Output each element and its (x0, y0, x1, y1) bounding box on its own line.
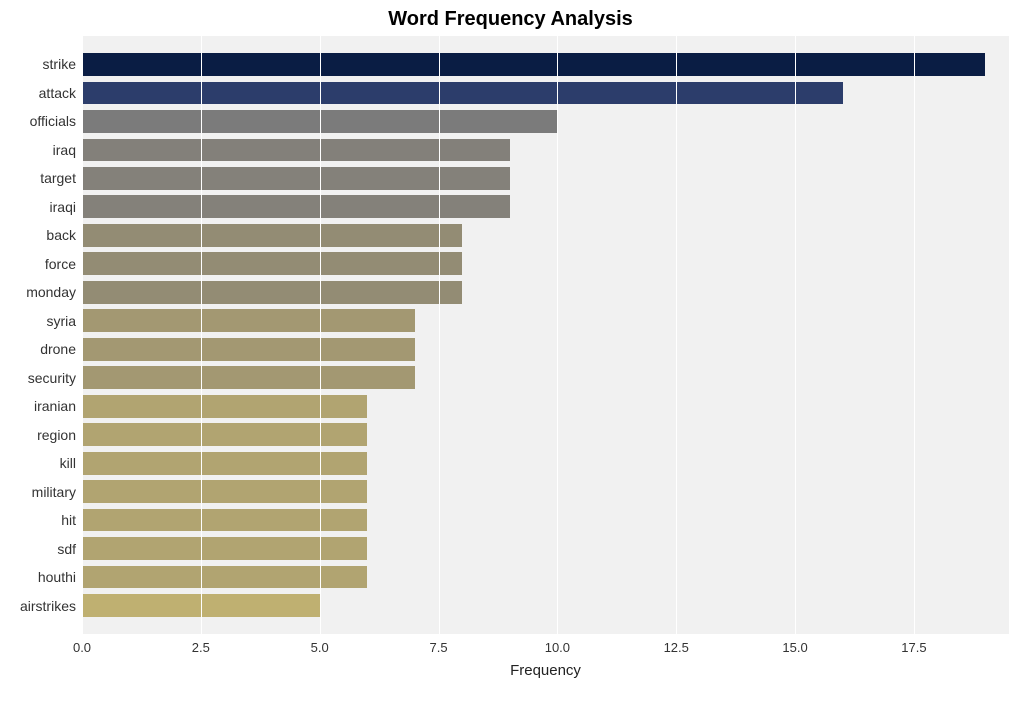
bar-row: iraqi (82, 193, 1009, 221)
y-category-label: back (46, 227, 82, 243)
y-category-label: military (32, 484, 82, 500)
y-category-label: region (37, 427, 82, 443)
bar-row: monday (82, 278, 1009, 306)
bar (82, 309, 415, 332)
gridline (439, 36, 440, 634)
bar-row: syria (82, 307, 1009, 335)
gridline (795, 36, 796, 634)
bar-row: security (82, 363, 1009, 391)
bar (82, 423, 367, 446)
x-tick-label: 7.5 (429, 634, 447, 655)
y-category-label: force (45, 256, 82, 272)
chart-title: Word Frequency Analysis (0, 8, 1021, 31)
x-tick-label: 17.5 (901, 634, 926, 655)
bar-row: kill (82, 449, 1009, 477)
gridline (557, 36, 558, 634)
bar-row: region (82, 420, 1009, 448)
bar (82, 509, 367, 532)
y-category-label: syria (46, 313, 82, 329)
bar (82, 195, 510, 218)
gridline (82, 36, 83, 634)
y-category-label: drone (40, 341, 82, 357)
bar-row: strike (82, 50, 1009, 78)
bar-row: attack (82, 79, 1009, 107)
bar-row: houthi (82, 563, 1009, 591)
x-tick-label: 12.5 (664, 634, 689, 655)
x-axis-label: Frequency (510, 662, 581, 679)
bar-row: military (82, 477, 1009, 505)
row-stripe-pad (82, 620, 1009, 634)
bar-row: airstrikes (82, 591, 1009, 619)
x-tick-label: 0.0 (73, 634, 91, 655)
bar-row: drone (82, 335, 1009, 363)
x-tick-label: 10.0 (545, 634, 570, 655)
bar (82, 480, 367, 503)
row-stripe (82, 620, 1009, 634)
bar-row: target (82, 164, 1009, 192)
bar (82, 53, 985, 76)
word-frequency-chart: Word Frequency Analysis strikeattackoffi… (0, 0, 1021, 701)
y-category-label: monday (26, 284, 82, 300)
gridline (201, 36, 202, 634)
bar (82, 452, 367, 475)
bar (82, 281, 462, 304)
row-stripe (82, 36, 1009, 50)
bar-row: iraq (82, 136, 1009, 164)
bar (82, 167, 510, 190)
bar-row: officials (82, 107, 1009, 135)
bar-row: force (82, 250, 1009, 278)
y-category-label: airstrikes (20, 598, 82, 614)
bar (82, 338, 415, 361)
bar (82, 537, 367, 560)
bar-row: back (82, 221, 1009, 249)
y-category-label: target (40, 170, 82, 186)
y-category-label: iraq (53, 142, 82, 158)
y-category-label: kill (60, 455, 82, 471)
y-category-label: attack (39, 85, 82, 101)
x-tick-label: 5.0 (311, 634, 329, 655)
bar-row: sdf (82, 534, 1009, 562)
bar (82, 395, 367, 418)
gridline (914, 36, 915, 634)
bar (82, 366, 415, 389)
gridline (320, 36, 321, 634)
bar (82, 252, 462, 275)
y-category-label: iranian (34, 398, 82, 414)
plot-area: strikeattackofficialsiraqtargetiraqiback… (82, 36, 1009, 634)
gridline (676, 36, 677, 634)
y-category-label: strike (43, 56, 82, 72)
bar (82, 224, 462, 247)
y-category-label: security (28, 370, 82, 386)
row-stripe-pad (82, 36, 1009, 50)
bar-row: iranian (82, 392, 1009, 420)
y-category-label: houthi (38, 569, 82, 585)
y-category-label: sdf (57, 541, 82, 557)
x-tick-label: 15.0 (782, 634, 807, 655)
y-category-label: iraqi (50, 199, 82, 215)
bar (82, 139, 510, 162)
y-category-label: officials (30, 113, 82, 129)
bar (82, 82, 843, 105)
bar (82, 566, 367, 589)
x-tick-label: 2.5 (192, 634, 210, 655)
y-category-label: hit (61, 512, 82, 528)
bar-row: hit (82, 506, 1009, 534)
